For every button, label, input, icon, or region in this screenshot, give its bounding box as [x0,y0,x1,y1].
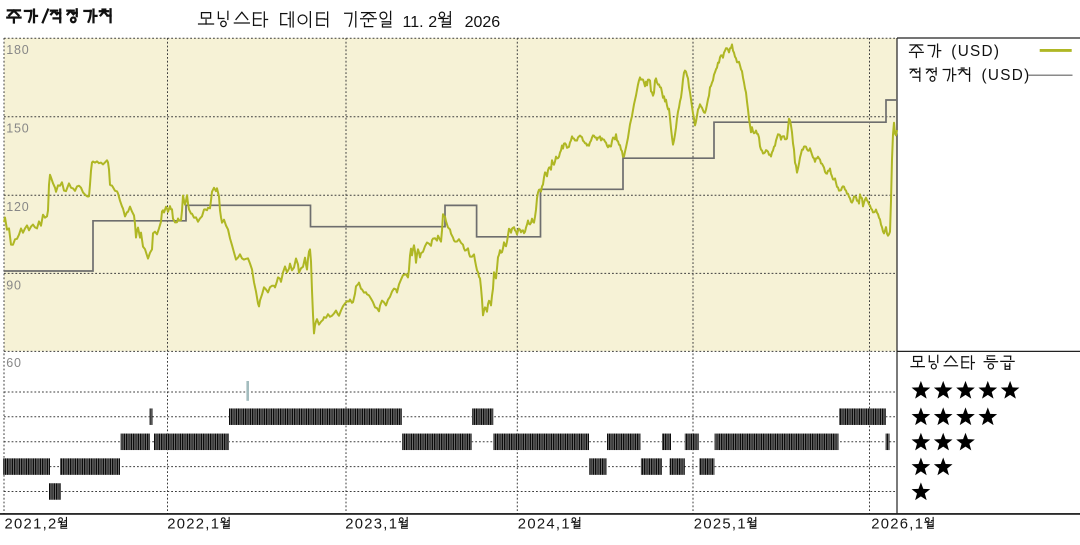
svg-text:60: 60 [6,356,22,370]
svg-text:150: 150 [6,121,29,135]
svg-text:11.: 11. [403,14,424,31]
svg-text:2026,1: 2026,1 [871,516,924,532]
svg-text:90: 90 [6,278,22,292]
svg-text:2026: 2026 [465,14,501,31]
svg-text:(USD): (USD) [982,67,1031,84]
svg-text:2023,1: 2023,1 [345,516,398,532]
svg-text:2025,1: 2025,1 [694,516,747,532]
svg-text:2: 2 [428,14,437,31]
svg-text:2021,2: 2021,2 [5,516,58,532]
svg-text:(USD): (USD) [951,43,1000,60]
svg-text:2022,1: 2022,1 [167,516,220,532]
svg-text:120: 120 [6,200,29,214]
svg-text:2024,1: 2024,1 [518,516,571,532]
svg-text:180: 180 [6,43,29,57]
